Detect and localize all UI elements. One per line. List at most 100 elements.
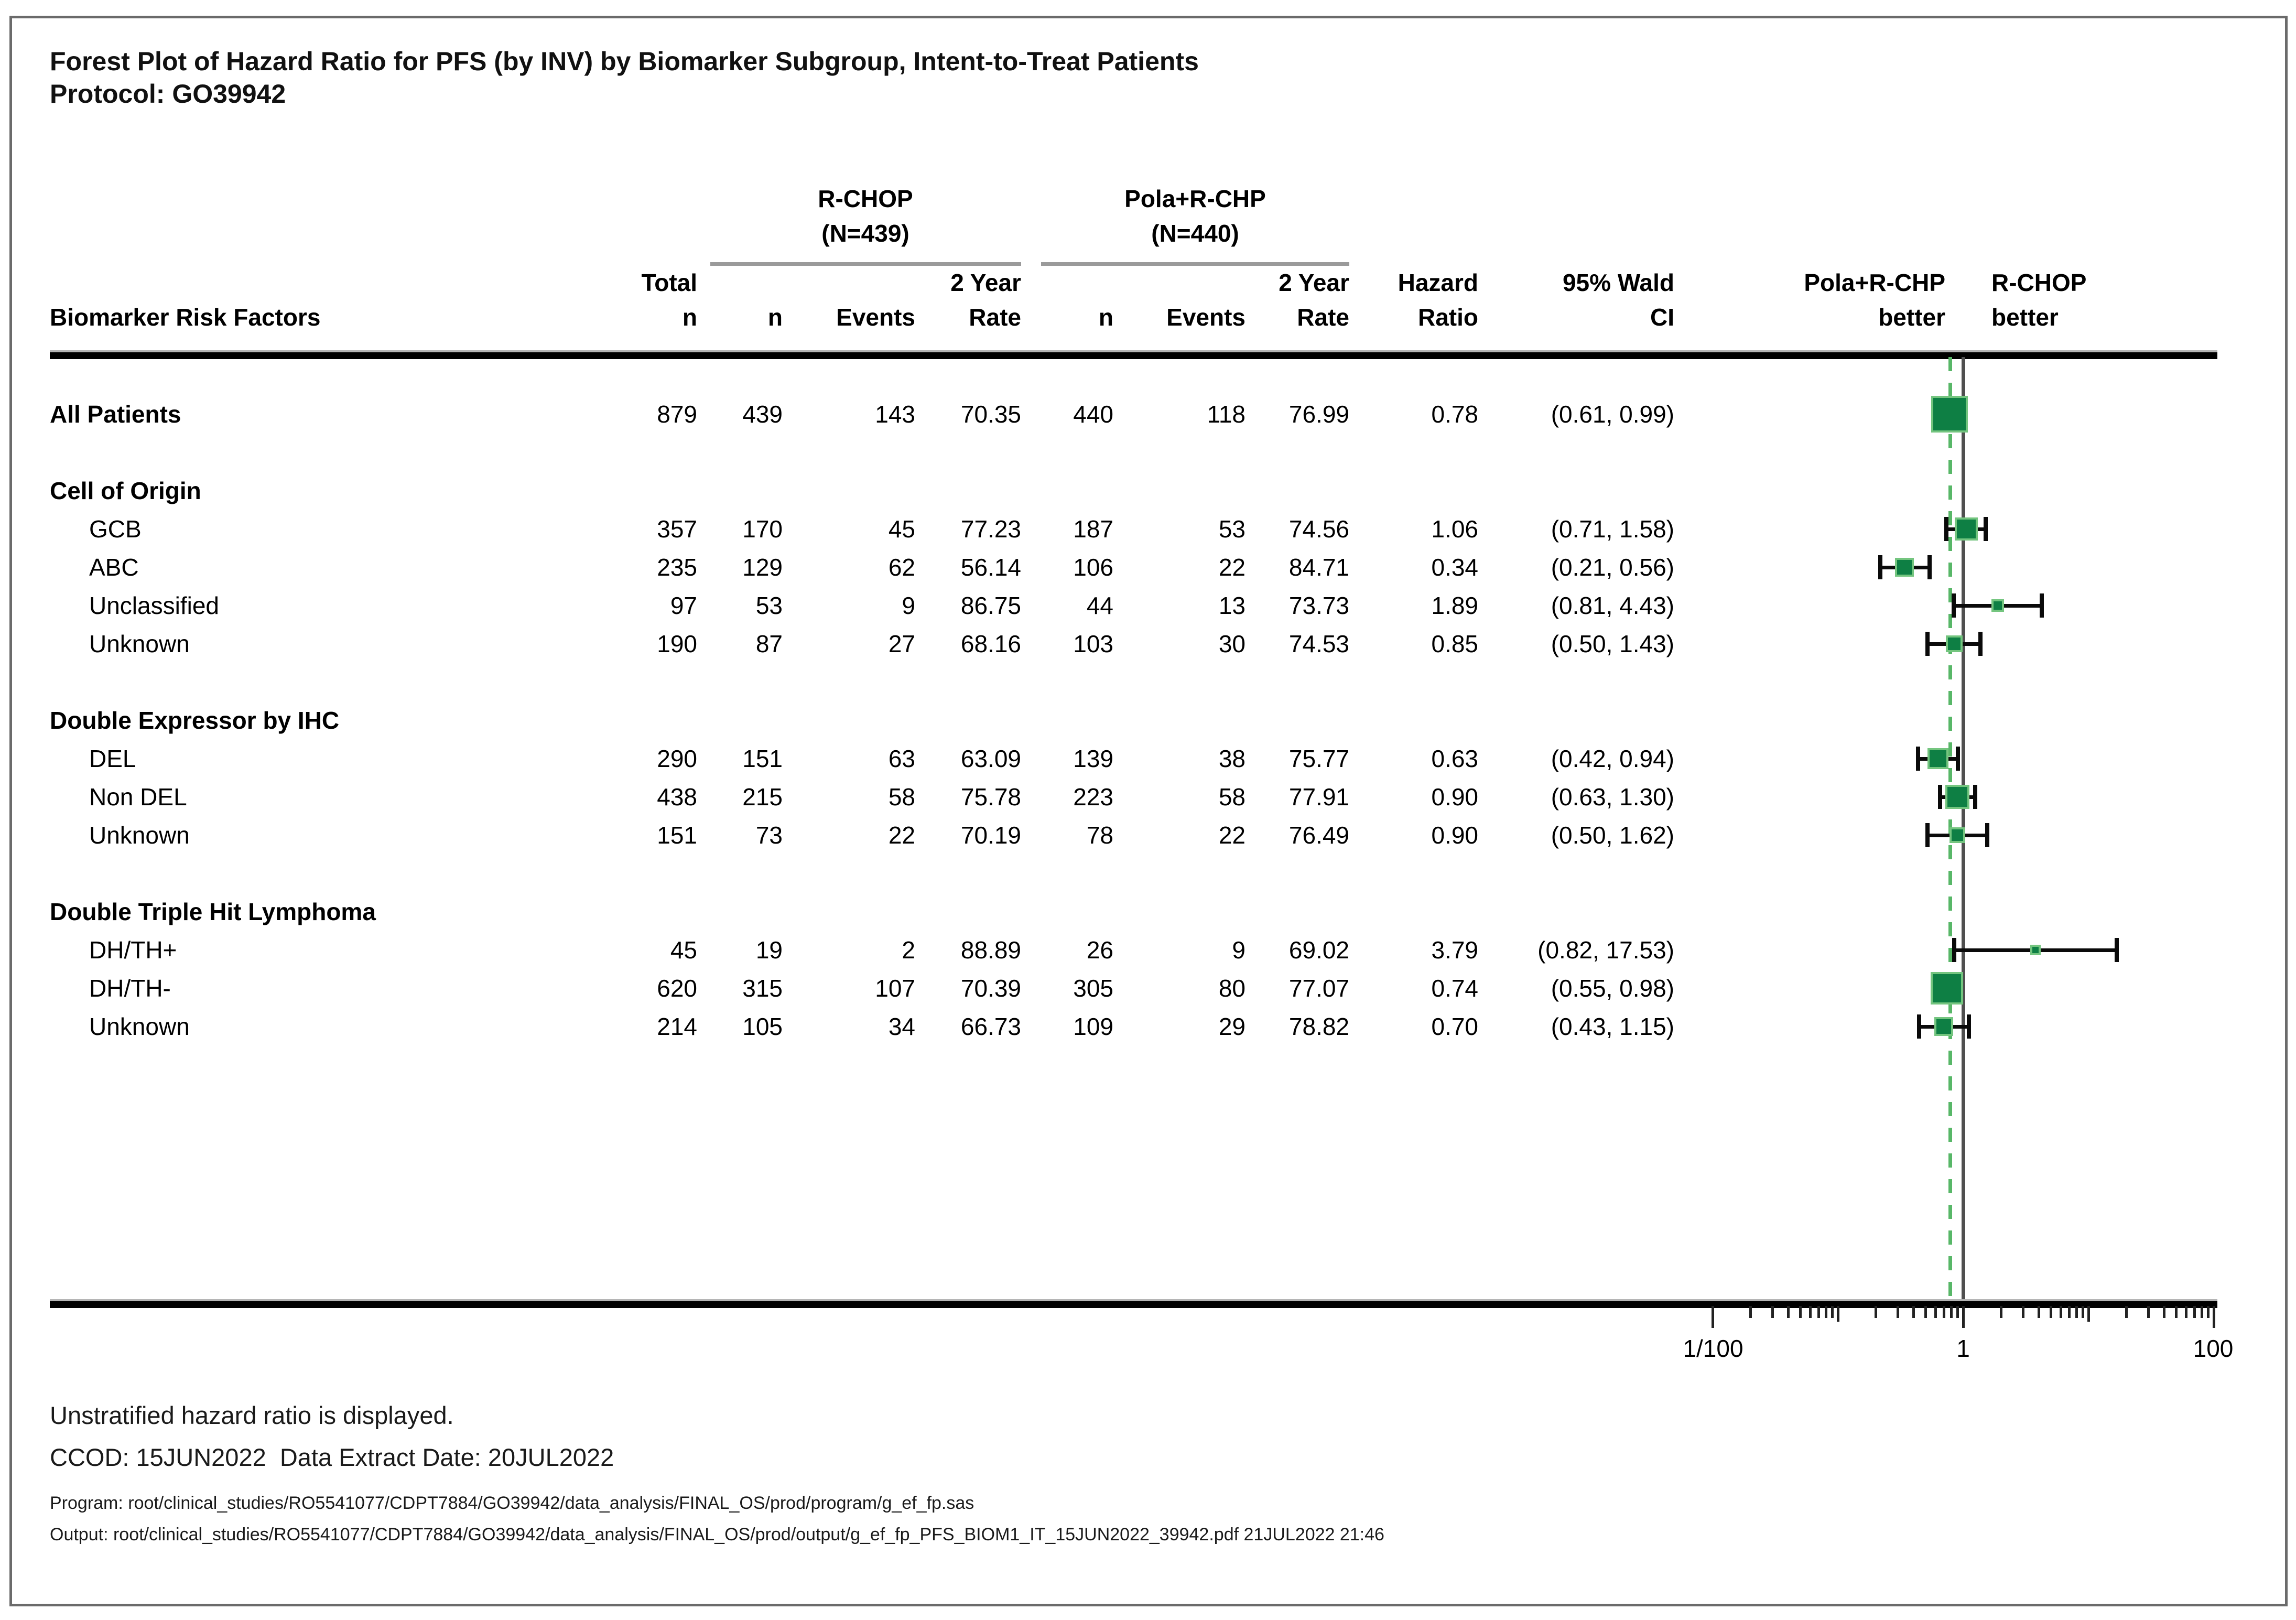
cell-t_events: 80	[1218, 975, 1246, 1002]
cell-t_rate: 73.73	[1288, 592, 1349, 619]
axis-minor-tick	[2193, 1306, 2196, 1318]
table-row: Unclassified 97 53 9 86.75 44 13 73.73 1.89 (0.81…	[0, 587, 2296, 625]
table-row: All Patients 879 439 143 70.35 440 118 76.99 0.7…	[0, 395, 2296, 434]
footnote-program-path: Program: root/clinical_studies/RO5541077…	[50, 1493, 974, 1513]
ci-cap-upper	[1984, 517, 1988, 541]
row-label: Double Triple Hit Lymphoma	[50, 898, 376, 925]
cell-c_events: 45	[888, 515, 915, 543]
hr-point-marker	[1927, 748, 1949, 769]
ci-cap-lower	[1938, 785, 1943, 809]
row-label: ABC	[89, 554, 139, 581]
table-row: Unknown 190 87 27 68.16 103 30 74.53 0.85 (0.50, …	[0, 625, 2296, 663]
cell-t_events: 30	[1218, 630, 1246, 657]
cell-c_rate: 70.39	[960, 975, 1021, 1002]
control-arm-name: R-CHOP	[818, 185, 913, 212]
col-total: Total	[641, 269, 697, 296]
cell-total_n: 190	[657, 630, 697, 657]
axis-minor-tick	[2200, 1306, 2203, 1318]
axis-minor-tick	[1749, 1306, 1752, 1318]
row-label: Cell of Origin	[50, 477, 201, 504]
cell-c_rate: 68.16	[960, 630, 1021, 657]
table-row: Unknown 214 105 34 66.73 109 29 78.82 0.70 (0.43,…	[0, 1008, 2296, 1046]
axis-minor-tick	[2059, 1306, 2062, 1318]
cell-t_rate: 74.53	[1288, 630, 1349, 657]
axis-major-tick	[1962, 1306, 1965, 1328]
axis-minor-tick	[1999, 1306, 2002, 1318]
col-treat-n: n	[1098, 304, 1113, 331]
cell-c_rate: 66.73	[960, 1013, 1021, 1040]
axis-minor-tick	[2147, 1306, 2150, 1318]
cell-t_events: 53	[1218, 515, 1246, 543]
axis-minor-tick	[2067, 1306, 2071, 1318]
ci-cap-upper	[1927, 555, 1932, 579]
row-label: Unknown	[89, 822, 190, 849]
cell-c_n: 151	[742, 745, 783, 772]
footnote-unstratified: Unstratified hazard ratio is displayed.	[50, 1401, 454, 1429]
axis-minor-tick	[1786, 1306, 1790, 1318]
control-better-word: better	[1991, 304, 2059, 331]
axis-minor-tick	[1808, 1306, 1812, 1318]
cell-t_n: 109	[1073, 1013, 1113, 1040]
cell-hr_text: 3.79	[1431, 936, 1478, 964]
hr-point-marker	[1895, 558, 1914, 577]
axis-minor-tick	[2037, 1306, 2040, 1318]
hr-point-marker	[1945, 785, 1970, 809]
cell-total_n: 357	[657, 515, 697, 543]
ci-cap-upper	[1978, 632, 1983, 656]
ci-cap-lower	[1944, 517, 1949, 541]
cell-total_n: 97	[670, 592, 697, 619]
cell-hr_text: 0.70	[1431, 1013, 1478, 1040]
axis-label-min: 1/100	[1683, 1335, 1743, 1362]
row-label: Unclassified	[89, 592, 219, 619]
cell-ci_text: (0.43, 1.15)	[1551, 1013, 1674, 1040]
cell-t_events: 22	[1218, 822, 1246, 849]
axis-minor-tick	[1771, 1306, 1774, 1318]
table-row: DEL 290 151 63 63.09 139 38 75.77 0.63 (0.42, 0.9…	[0, 740, 2296, 778]
cell-c_rate: 75.78	[960, 783, 1021, 811]
axis-minor-tick	[1874, 1306, 1877, 1318]
cell-t_rate: 77.91	[1288, 783, 1349, 811]
row-label: DH/TH+	[89, 936, 177, 964]
ci-cap-upper	[2040, 593, 2044, 618]
cell-ci_text: (0.21, 0.56)	[1551, 554, 1674, 581]
cell-t_events: 118	[1207, 401, 1246, 428]
cell-total_n: 290	[657, 745, 697, 772]
treatment-better-name: Pola+R-CHP	[1804, 269, 1945, 296]
page-title: Forest Plot of Hazard Ratio for PFS (by …	[50, 47, 1199, 76]
table-row: DH/TH+ 45 19 2 88.89 26 9 69.02 3.79 (0.82, 17.53…	[0, 931, 2296, 969]
cell-ci_text: (0.61, 0.99)	[1551, 401, 1674, 428]
row-label: DH/TH-	[89, 975, 171, 1002]
ci-cap-upper	[2115, 938, 2119, 962]
cell-ci_text: (0.42, 0.94)	[1551, 745, 1674, 772]
col-risk-factors: Biomarker Risk Factors	[50, 304, 321, 331]
group-header-row: Cell of Origin	[0, 472, 2296, 510]
cell-c_events: 143	[875, 401, 915, 428]
cell-t_n: 139	[1073, 745, 1113, 772]
cell-t_rate: 69.02	[1288, 936, 1349, 964]
cell-hr_text: 0.90	[1431, 822, 1478, 849]
table-row: ABC 235 129 62 56.14 106 22 84.71 0.34 (0.21, 0.5…	[0, 548, 2296, 587]
cell-ci_text: (0.71, 1.58)	[1551, 515, 1674, 543]
group-header-row: Double Triple Hit Lymphoma	[0, 893, 2296, 931]
cell-t_n: 44	[1086, 592, 1113, 619]
cell-hr_text: 0.74	[1431, 975, 1478, 1002]
cell-c_rate: 70.35	[960, 401, 1021, 428]
axis-minor-tick	[2075, 1306, 2078, 1318]
cell-t_n: 305	[1073, 975, 1113, 1002]
ci-cap-lower	[1917, 1014, 1922, 1039]
axis-minor-tick	[1799, 1306, 1802, 1318]
hr-point-marker	[1930, 972, 1963, 1005]
cell-t_n: 223	[1073, 783, 1113, 811]
cell-total_n: 620	[657, 975, 697, 1002]
cell-t_events: 29	[1218, 1013, 1246, 1040]
row-label: All Patients	[50, 401, 181, 428]
cell-c_events: 2	[902, 936, 915, 964]
table-row: GCB 357 170 45 77.23 187 53 74.56 1.06 (0.71, 1.5…	[0, 510, 2296, 548]
col-control-rate: Rate	[969, 304, 1021, 331]
ci-cap-lower	[1915, 747, 1920, 771]
cell-c_events: 22	[888, 822, 915, 849]
axis-minor-tick	[2022, 1306, 2025, 1318]
axis-minor-tick	[2162, 1306, 2165, 1318]
axis-minor-tick	[2050, 1306, 2053, 1318]
row-label: Double Expressor by IHC	[50, 707, 340, 734]
